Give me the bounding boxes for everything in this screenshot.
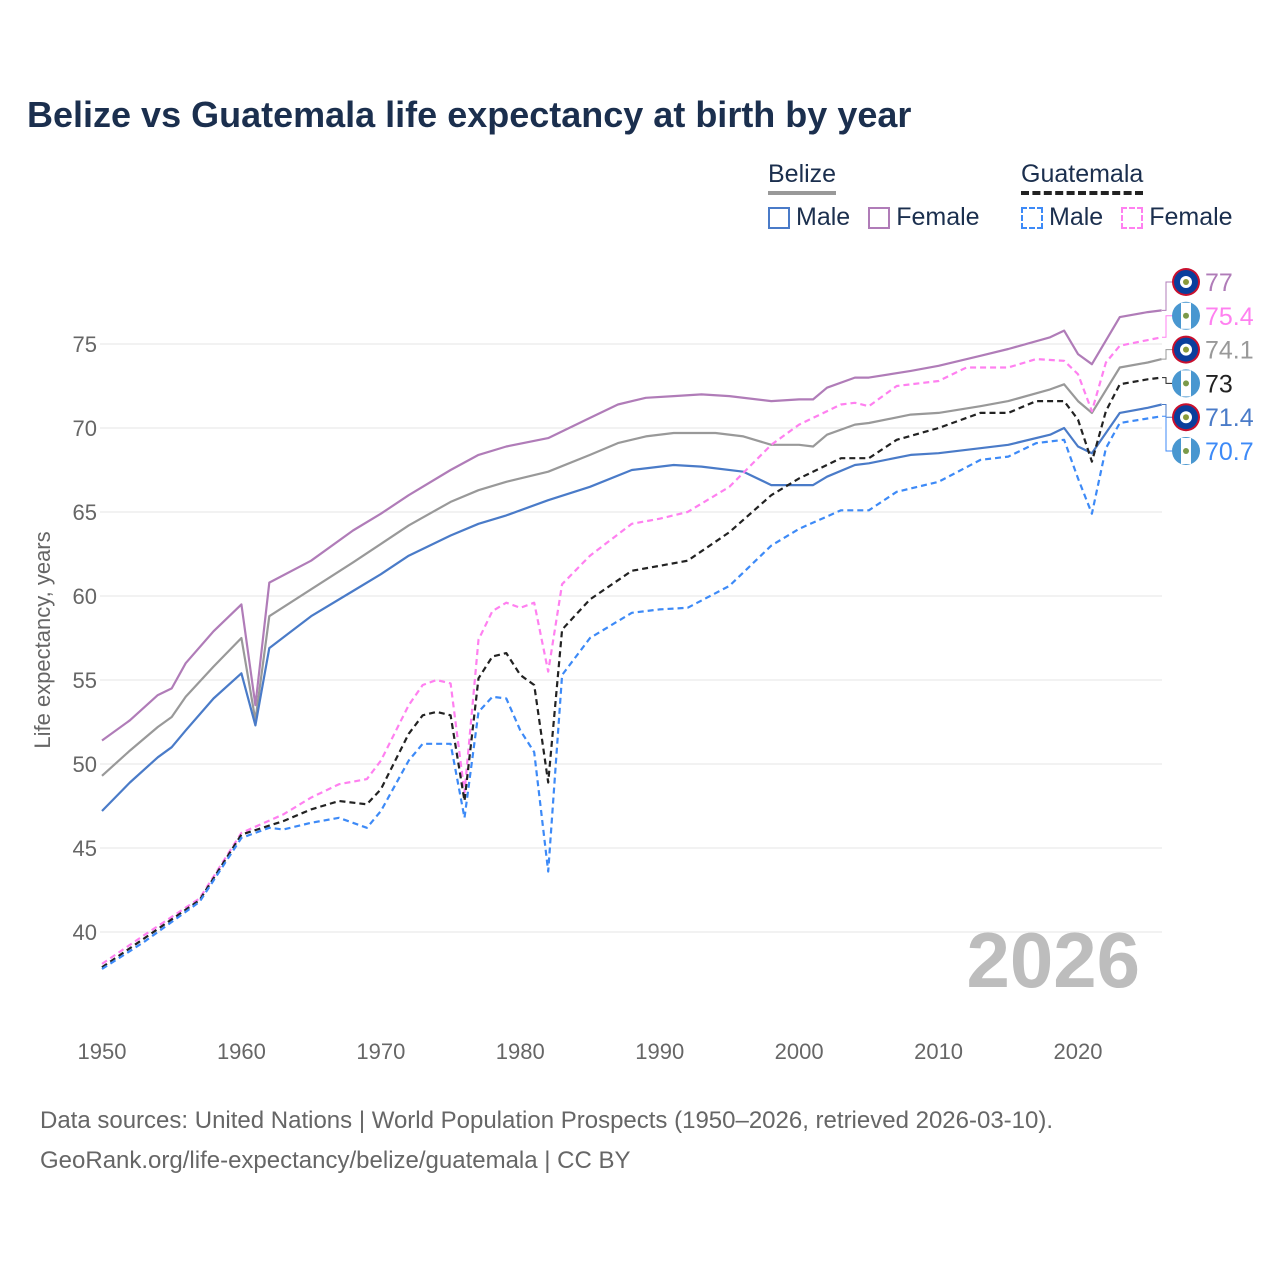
legend-belize-female[interactable]: Female: [868, 203, 980, 232]
y-tick-label: 55: [73, 668, 97, 693]
belize-flag-icon: [1172, 335, 1200, 364]
belize-flag-icon: [1172, 403, 1200, 432]
series-line-guatemala-male: [101, 415, 1162, 970]
y-tick-label: 70: [73, 416, 97, 441]
end-value-label: 70.7: [1205, 438, 1254, 466]
series-line-belize-female: [101, 309, 1162, 742]
x-tick-label: 2000: [775, 1039, 824, 1064]
end-label-connector: [1162, 315, 1172, 338]
y-tick-label: 65: [73, 500, 97, 525]
y-axis-label: Life expectancy, years: [30, 531, 55, 748]
series-line-belize-male: [101, 403, 1162, 812]
flag-emblem-center: [1183, 346, 1189, 353]
end-label-connector: [1162, 349, 1172, 360]
x-tick-label: 2020: [1054, 1039, 1103, 1064]
end-value-label: 75.4: [1205, 303, 1254, 331]
legend-label: Male: [1049, 203, 1104, 231]
end-value-label: 71.4: [1205, 404, 1254, 432]
x-tick-label: 1960: [217, 1039, 266, 1064]
flag-emblem: [1183, 312, 1189, 319]
belize-flag-icon: [1172, 268, 1200, 296]
female-swatch-icon: [868, 206, 891, 229]
male-swatch-icon: [768, 206, 790, 229]
y-tick-label: 50: [73, 752, 97, 777]
flag-emblem-center: [1183, 279, 1189, 285]
end-label-connector: [1162, 403, 1172, 418]
footer-sources: Data sources: United Nations | World Pop…: [40, 1107, 1054, 1134]
x-tick-label: 1970: [356, 1039, 405, 1064]
legend-label: Female: [896, 203, 980, 231]
end-label-connector: [1162, 415, 1172, 452]
legend-label: Female: [1149, 203, 1233, 231]
male-swatch-icon: [1021, 206, 1043, 229]
guatemala-flag-icon: [1172, 369, 1200, 398]
x-tick-label: 1950: [78, 1039, 127, 1064]
guatemala-flag-icon: [1172, 301, 1200, 330]
legend-belize-title: Belize: [768, 160, 837, 195]
end-label-connector: [1162, 377, 1172, 384]
legend-guatemala: Guatemala Male Female: [1021, 160, 1233, 232]
series-line-guatemala-female: [101, 336, 1162, 965]
end-value-label: 73: [1205, 370, 1233, 398]
flag-emblem: [1183, 448, 1189, 454]
y-tick-label: 60: [73, 584, 97, 609]
guatemala-flag-icon: [1172, 437, 1200, 465]
flag-emblem: [1183, 380, 1189, 387]
x-tick-label: 2010: [914, 1039, 963, 1064]
end-value-label: 77: [1205, 269, 1233, 297]
legend-belize: Belize Male Female: [768, 160, 980, 232]
y-tick-label: 75: [73, 332, 97, 357]
footer-link[interactable]: GeoRank.org/life-expectancy/belize/guate…: [40, 1147, 631, 1174]
end-label-connector: [1162, 281, 1172, 311]
year-watermark: 2026: [966, 916, 1140, 1004]
legend-guatemala-male[interactable]: Male: [1021, 203, 1103, 232]
end-value-label: 74.1: [1205, 337, 1254, 365]
series-line-belize-total: [101, 358, 1162, 777]
y-tick-label: 40: [73, 920, 97, 945]
chart-title: Belize vs Guatemala life expectancy at b…: [27, 94, 912, 135]
legend-belize-male[interactable]: Male: [768, 203, 850, 232]
series-line-guatemala-total: [101, 376, 1162, 969]
x-tick-label: 1990: [635, 1039, 684, 1064]
x-tick-label: 1980: [496, 1039, 545, 1064]
female-swatch-icon: [1121, 206, 1144, 229]
flag-emblem-center: [1183, 414, 1189, 421]
legend-guatemala-female[interactable]: Female: [1121, 203, 1233, 232]
y-tick-label: 45: [73, 836, 97, 861]
legend-guatemala-title: Guatemala: [1021, 160, 1144, 195]
legend-label: Male: [796, 203, 851, 231]
